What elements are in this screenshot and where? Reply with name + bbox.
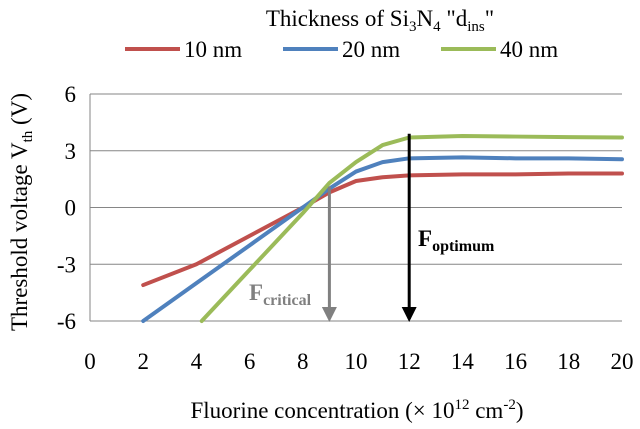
x-axis-label: Fluorine concentration (× 1012 cm-2) — [190, 397, 523, 423]
x-tick-label: 0 — [84, 349, 96, 374]
y-tick-label: 3 — [65, 139, 77, 164]
series-line-20nm — [141, 155, 624, 323]
series-line-40nm — [199, 133, 624, 323]
x-tick-label: 8 — [297, 349, 309, 374]
legend-label-40nm: 40 nm — [500, 37, 558, 62]
x-tick-labels: 0 2 4 6 8 10 12 14 16 18 20 — [84, 349, 633, 374]
x-tick-label: 10 — [345, 349, 368, 374]
y-tick-label: 6 — [65, 82, 77, 107]
x-tick-label: 6 — [244, 349, 256, 374]
x-tick-label: 18 — [557, 349, 580, 374]
y-tick-label: -6 — [57, 309, 76, 334]
legend-label-20nm: 20 nm — [342, 37, 400, 62]
y-tick-label: 0 — [65, 196, 77, 221]
series-lines — [141, 133, 624, 323]
series-line-10nm — [141, 171, 624, 288]
legend-entry-20nm: 20 nm — [283, 37, 400, 62]
optimum-label: Foptimum — [418, 226, 495, 255]
critical-label: Fcritical — [249, 280, 312, 309]
legend-entry-10nm: 10 nm — [125, 37, 242, 62]
x-tick-label: 2 — [137, 349, 149, 374]
y-tick-label: -3 — [57, 252, 76, 277]
legend-entry-40nm: 40 nm — [441, 37, 558, 62]
legend-label-10nm: 10 nm — [184, 37, 242, 62]
y-axis-label: Threshold voltage Vth (V) — [7, 93, 36, 331]
x-tick-label: 4 — [191, 349, 203, 374]
y-tick-labels: -6 -3 0 3 6 — [57, 82, 76, 334]
x-tick-label: 16 — [504, 349, 527, 374]
legend: 10 nm 20 nm 40 nm — [125, 37, 558, 62]
x-tick-label: 12 — [398, 349, 421, 374]
x-tick-label: 20 — [611, 349, 634, 374]
x-tick-label: 14 — [451, 349, 475, 374]
legend-title: Thickness of Si3N4 "dins" — [266, 6, 494, 35]
gridlines — [89, 93, 622, 322]
